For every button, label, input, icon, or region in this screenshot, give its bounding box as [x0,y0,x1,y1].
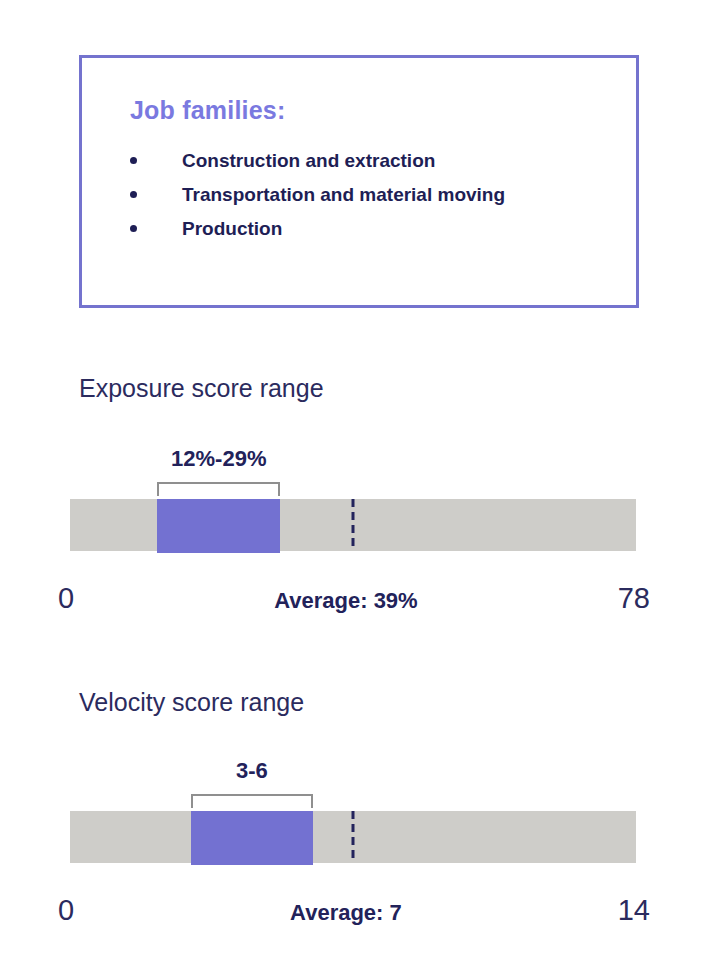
axis-row: 0 Average: 39% 78 [58,582,650,615]
range-label: 3-6 [236,758,268,784]
axis-min-label: 0 [58,582,74,615]
range-bracket [191,794,312,808]
job-families-list: Construction and extraction Transportati… [82,149,636,240]
average-label: Average: 39% [274,588,417,614]
job-families-box: Job families: Construction and extractio… [79,55,639,308]
chart-title: Velocity score range [79,688,304,717]
list-item: Production [130,217,636,240]
score-track [70,811,636,863]
average-line [352,811,355,863]
average-label: Average: 7 [290,900,402,926]
velocity-score-chart: Velocity score range 3-6 0 Average: 7 14 [0,688,726,938]
list-item: Construction and extraction [130,149,636,172]
job-families-title: Job families: [82,58,636,125]
exposure-score-chart: Exposure score range 12%-29% 0 Average: … [0,374,726,624]
range-bracket [157,482,280,496]
list-item: Transportation and material moving [130,183,636,206]
chart-title: Exposure score range [79,374,324,403]
average-line [352,499,355,551]
infographic-page: Job families: Construction and extractio… [0,0,726,964]
axis-min-label: 0 [58,894,74,927]
score-track [70,499,636,551]
axis-row: 0 Average: 7 14 [58,894,650,927]
axis-max-label: 78 [618,582,650,615]
axis-max-label: 14 [618,894,650,927]
range-segment [191,811,312,865]
range-segment [157,499,280,553]
range-label: 12%-29% [171,446,266,472]
